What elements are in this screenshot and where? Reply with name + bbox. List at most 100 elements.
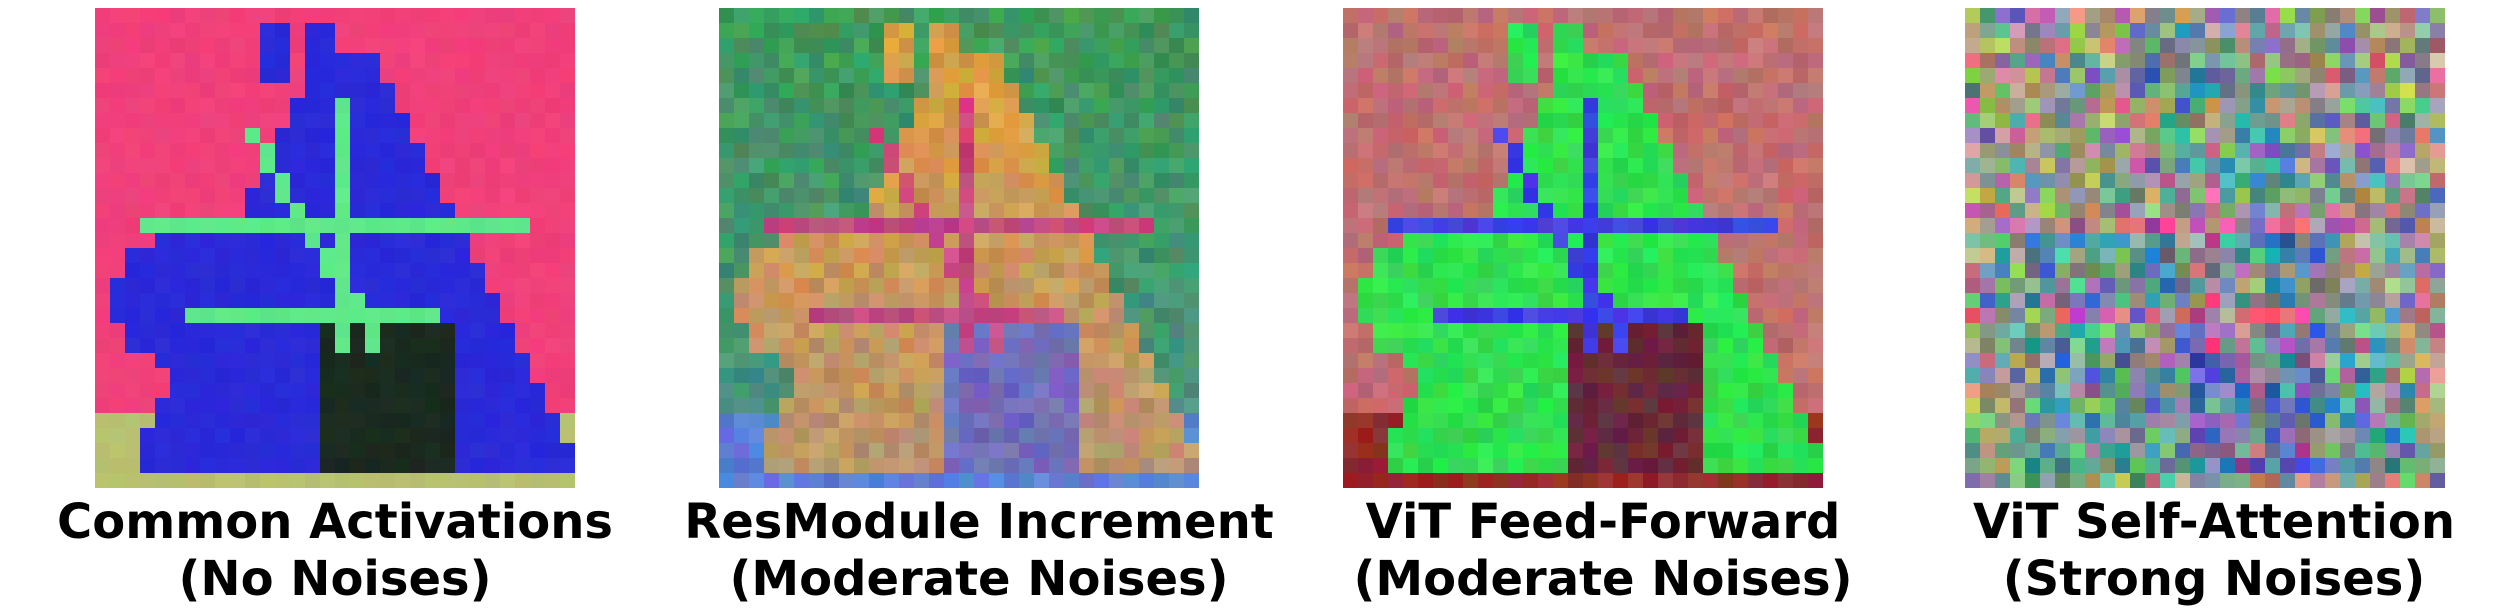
pixel xyxy=(929,428,944,443)
pixel xyxy=(2085,38,2100,53)
pixel xyxy=(320,308,335,323)
pixel xyxy=(215,248,230,263)
pixel xyxy=(854,353,869,368)
pixel xyxy=(749,83,764,98)
pixel xyxy=(1403,473,1418,488)
pixel xyxy=(2370,143,2385,158)
pixel xyxy=(2100,233,2115,248)
pixel xyxy=(1049,68,1064,83)
pixel xyxy=(839,383,854,398)
pixel xyxy=(1004,428,1019,443)
pixel xyxy=(1493,128,1508,143)
pixel xyxy=(1508,398,1523,413)
pixel xyxy=(959,173,974,188)
pixel xyxy=(1688,443,1703,458)
pixel xyxy=(395,113,410,128)
pixel xyxy=(1643,68,1658,83)
pixel xyxy=(1169,248,1184,263)
pixel xyxy=(350,323,365,338)
pixel xyxy=(380,233,395,248)
pixel xyxy=(305,473,320,488)
pixel xyxy=(884,173,899,188)
pixel xyxy=(1433,38,1448,53)
pixel xyxy=(2415,83,2430,98)
pixel xyxy=(2175,233,2190,248)
pixel xyxy=(245,188,260,203)
pixel xyxy=(2265,53,2280,68)
pixel xyxy=(2340,38,2355,53)
pixel xyxy=(1478,68,1493,83)
pixel xyxy=(959,8,974,23)
pixel xyxy=(2145,368,2160,383)
pixel xyxy=(749,188,764,203)
pixel xyxy=(245,98,260,113)
pixel xyxy=(2295,8,2310,23)
pixel xyxy=(1965,218,1980,233)
pixel xyxy=(764,113,779,128)
pixel xyxy=(1508,338,1523,353)
pixel xyxy=(1553,383,1568,398)
pixel xyxy=(959,38,974,53)
pixel xyxy=(2160,128,2175,143)
pixel xyxy=(485,428,500,443)
pixel xyxy=(1538,383,1553,398)
pixel xyxy=(1763,353,1778,368)
pixel xyxy=(929,128,944,143)
pixel xyxy=(899,23,914,38)
pixel xyxy=(989,383,1004,398)
pixel xyxy=(395,278,410,293)
pixel xyxy=(1718,158,1733,173)
pixel xyxy=(2280,23,2295,38)
pixel xyxy=(1124,368,1139,383)
pixel xyxy=(2220,308,2235,323)
pixel xyxy=(974,158,989,173)
pixel xyxy=(2025,218,2040,233)
pixel xyxy=(1568,83,1583,98)
pixel xyxy=(1079,98,1094,113)
pixel xyxy=(1343,68,1358,83)
pixel xyxy=(455,68,470,83)
pixel xyxy=(1628,323,1643,338)
pixel xyxy=(425,233,440,248)
pixel xyxy=(455,53,470,68)
pixel xyxy=(365,83,380,98)
pixel xyxy=(2355,383,2370,398)
pixel xyxy=(290,263,305,278)
pixel xyxy=(2085,323,2100,338)
pixel xyxy=(2100,128,2115,143)
pixel xyxy=(1463,368,1478,383)
pixel xyxy=(1748,158,1763,173)
pixel xyxy=(245,83,260,98)
pixel xyxy=(545,398,560,413)
pixel xyxy=(515,443,530,458)
pixel xyxy=(2115,338,2130,353)
pixel xyxy=(914,383,929,398)
pixel xyxy=(1139,398,1154,413)
pixel xyxy=(1079,53,1094,68)
pixel xyxy=(2250,473,2265,488)
pixel xyxy=(1598,203,1613,218)
pixel xyxy=(1154,173,1169,188)
pixel xyxy=(779,68,794,83)
pixel xyxy=(140,323,155,338)
pixel xyxy=(2355,458,2370,473)
pixel xyxy=(1154,158,1169,173)
pixel xyxy=(365,8,380,23)
pixel xyxy=(1403,293,1418,308)
pixel xyxy=(2115,293,2130,308)
pixel xyxy=(560,143,575,158)
pixel xyxy=(1124,218,1139,233)
pixel xyxy=(1139,383,1154,398)
pixel xyxy=(1793,53,1808,68)
pixel xyxy=(1553,113,1568,128)
pixel xyxy=(1343,203,1358,218)
pixel xyxy=(2085,248,2100,263)
pixel xyxy=(125,413,140,428)
pixel xyxy=(245,53,260,68)
pixel xyxy=(1995,323,2010,338)
pixel xyxy=(779,233,794,248)
pixel xyxy=(155,173,170,188)
pixel xyxy=(1139,143,1154,158)
pixel xyxy=(1433,128,1448,143)
pixel xyxy=(1463,188,1478,203)
